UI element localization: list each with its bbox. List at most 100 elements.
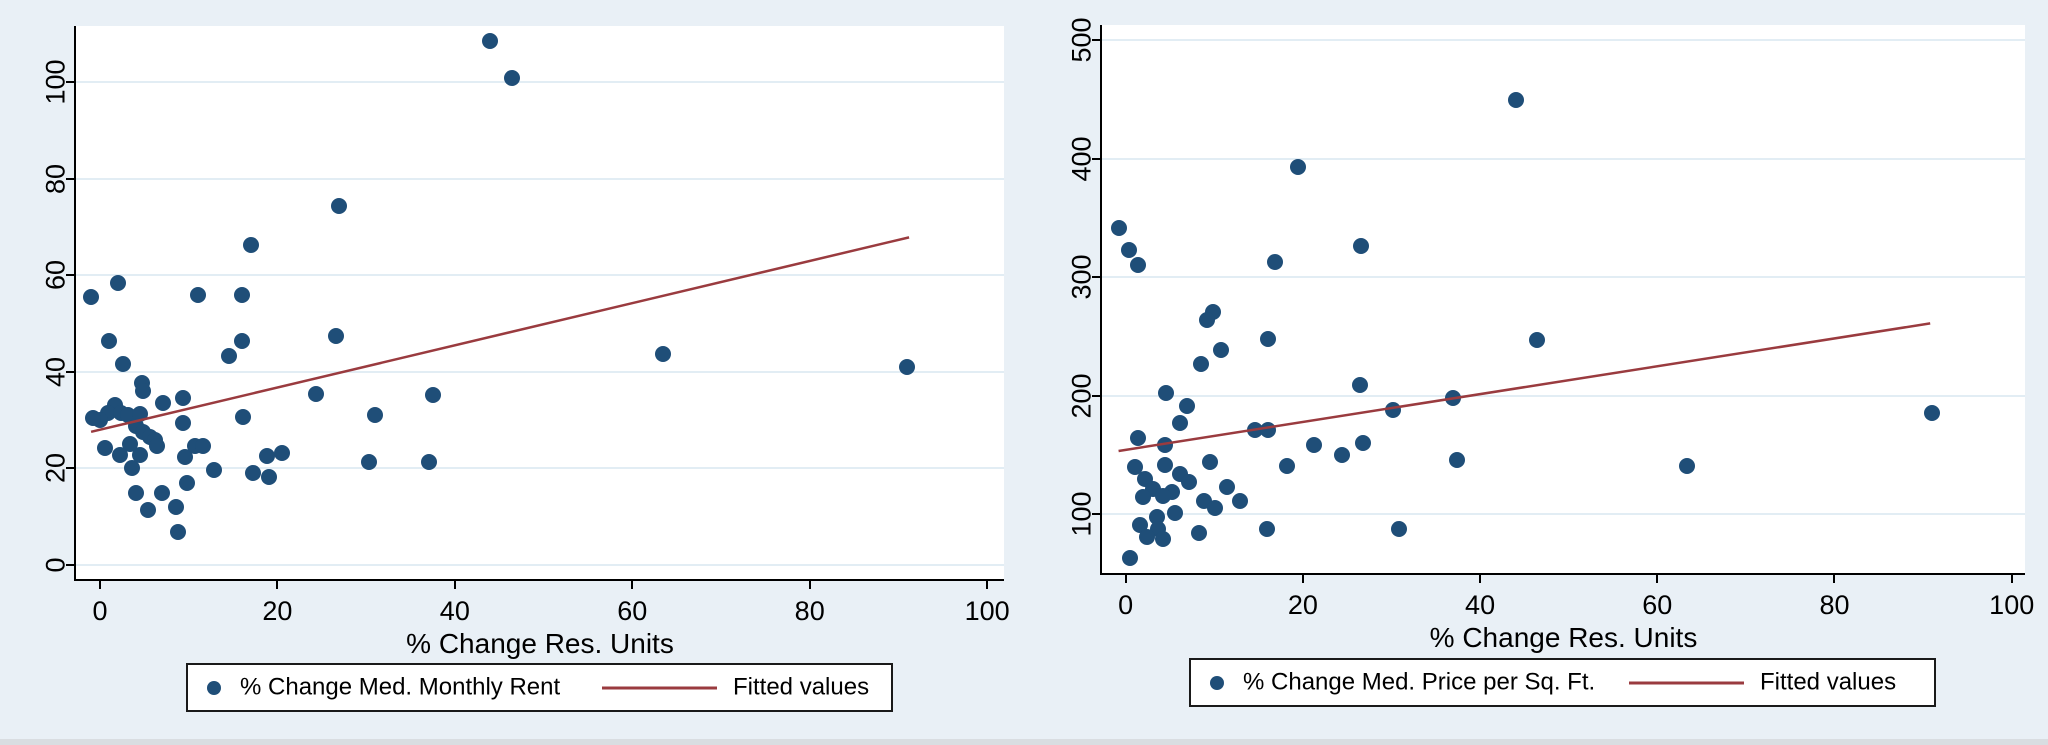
y-tick-label: 80	[40, 163, 71, 194]
scatter-point	[100, 332, 117, 349]
scatter-point	[1167, 505, 1184, 522]
scatter-point	[1528, 331, 1545, 348]
scatter-point	[1157, 384, 1174, 401]
y-tick-mark	[66, 370, 76, 373]
x-tick-label: 20	[262, 596, 293, 626]
gridline	[76, 274, 1004, 277]
scatter-point	[482, 33, 499, 50]
scatter-point	[109, 274, 126, 291]
plot-area	[76, 26, 1004, 579]
scatter-point	[1449, 451, 1466, 468]
y-tick-mark	[66, 81, 76, 84]
scatter-point	[1191, 525, 1208, 542]
scatter-point	[1135, 488, 1152, 505]
y-tick-mark	[1092, 157, 1102, 160]
fitted-line-sample-icon	[1629, 681, 1744, 684]
x-axis-title: % Change Res. Units	[1429, 622, 1698, 653]
y-tick-label: 0	[40, 557, 71, 573]
gridline	[1102, 276, 2025, 279]
scatter-point	[1154, 531, 1171, 548]
x-tick-mark	[1479, 573, 1482, 583]
scatter-point	[139, 501, 156, 518]
scatter-point	[1278, 457, 1295, 474]
gridline	[1102, 513, 2025, 516]
y-tick-label: 300	[1066, 254, 1097, 300]
scatter-point	[308, 386, 325, 403]
gridline	[1102, 38, 2025, 41]
x-tick-label: 60	[1642, 590, 1673, 620]
bottom-edge-strip	[0, 739, 2048, 745]
y-tick-label: 20	[40, 453, 71, 484]
x-tick-mark	[1124, 573, 1127, 583]
scatter-point	[84, 410, 101, 427]
legend-scatter-label: % Change Med. Price per Sq. Ft.	[1243, 667, 1596, 695]
x-tick-label: 80	[794, 596, 825, 626]
scatter-marker-icon	[207, 680, 221, 695]
scatter-point	[504, 69, 521, 86]
y-tick-mark	[66, 274, 76, 277]
scatter-point	[899, 359, 916, 376]
gridline	[76, 177, 1004, 180]
gridline	[76, 467, 1004, 470]
scatter-point	[1333, 447, 1350, 463]
y-tick-mark	[1092, 394, 1102, 397]
gridline	[76, 81, 1004, 84]
scatter-point	[258, 448, 275, 465]
scatter-point	[135, 383, 152, 400]
y-tick-label: 40	[40, 356, 71, 388]
y-tick-mark	[66, 177, 76, 180]
y-tick-mark	[1092, 513, 1102, 516]
x-tick-mark	[98, 579, 101, 589]
scatter-point	[1178, 398, 1195, 415]
scatter-point	[175, 390, 192, 407]
scatter-point	[242, 237, 259, 254]
x-tick-label: 40	[439, 596, 470, 626]
scatter-point	[177, 449, 194, 466]
scatter-point	[178, 475, 195, 492]
scatter-point	[97, 440, 114, 457]
scatter-point	[1122, 550, 1139, 567]
scatter-point	[1171, 414, 1188, 431]
scatter-point	[424, 386, 441, 403]
scatter-point	[1390, 520, 1407, 537]
gridline	[76, 370, 1004, 373]
scatter-point	[1199, 311, 1216, 328]
fitted-line-sample-icon	[602, 686, 717, 689]
x-tick-mark	[2010, 573, 2013, 583]
scatter-point	[233, 286, 250, 303]
gridline	[76, 564, 1004, 566]
scatter-point	[189, 286, 206, 303]
x-tick-mark	[808, 579, 811, 589]
scatter-point	[233, 332, 250, 349]
y-tick-label: 100	[1066, 491, 1097, 537]
scatter-point	[1923, 404, 1940, 421]
legend: % Change Med. Price per Sq. Ft. Fitted v…	[1189, 658, 1936, 707]
scatter-point	[1218, 479, 1235, 496]
scatter-point	[1126, 458, 1143, 475]
scatter-point	[1154, 487, 1171, 504]
scatter-point	[1267, 253, 1284, 270]
scatter-point	[1305, 436, 1322, 453]
scatter-point	[1180, 473, 1197, 490]
x-tick-mark	[986, 579, 989, 589]
x-tick-mark	[453, 579, 456, 589]
scatter-point	[1351, 377, 1368, 394]
legend-scatter-label: % Change Med. Monthly Rent	[240, 672, 561, 700]
x-tick-label: 80	[1819, 590, 1850, 620]
scatter-point	[170, 523, 187, 540]
scatter-point	[128, 484, 145, 501]
scatter-point	[1355, 435, 1372, 452]
y-tick-mark	[1092, 38, 1102, 41]
scatter-point	[1156, 457, 1173, 474]
scatter-point	[327, 327, 344, 344]
scatter-point	[1353, 238, 1370, 255]
scatter-point	[205, 461, 222, 478]
scatter-point	[1260, 330, 1277, 347]
scatter-point	[1121, 241, 1138, 258]
x-tick-label: 0	[92, 596, 108, 626]
scatter-point	[148, 437, 165, 454]
y-tick-label: 60	[40, 260, 71, 291]
y-tick-label: 200	[1066, 373, 1097, 419]
scatter-point	[245, 464, 262, 481]
